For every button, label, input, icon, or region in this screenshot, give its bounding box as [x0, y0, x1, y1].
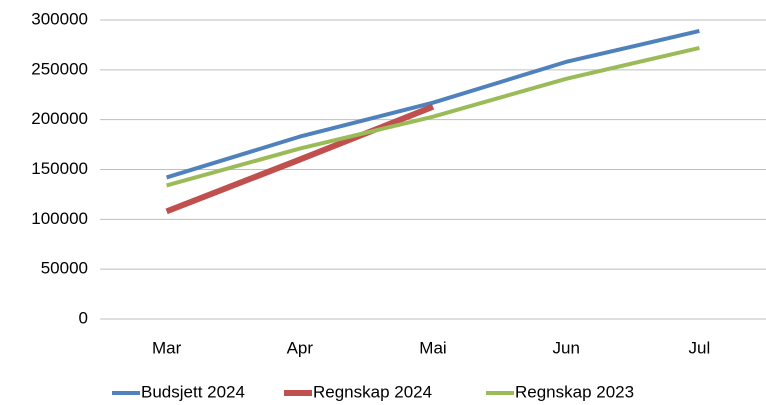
legend-label: Budsjett 2024 — [141, 382, 245, 401]
y-tick-label: 150000 — [31, 159, 88, 178]
y-tick-label: 50000 — [41, 259, 88, 278]
x-tick-label: Jul — [689, 338, 711, 357]
x-tick-label: Jun — [552, 338, 579, 357]
x-tick-label: Mar — [152, 338, 182, 357]
legend-label: Regnskap 2024 — [313, 382, 432, 401]
y-tick-label: 0 — [79, 308, 88, 327]
x-tick-label: Apr — [287, 338, 314, 357]
series-line — [165, 103, 435, 215]
legend-label: Regnskap 2023 — [515, 382, 634, 401]
y-tick-label: 250000 — [31, 59, 88, 78]
y-tick-label: 300000 — [31, 9, 88, 28]
x-tick-label: Mai — [419, 338, 446, 357]
series-line — [166, 29, 700, 180]
series-line — [166, 45, 700, 188]
y-tick-label: 200000 — [31, 109, 88, 128]
y-tick-label: 100000 — [31, 209, 88, 228]
